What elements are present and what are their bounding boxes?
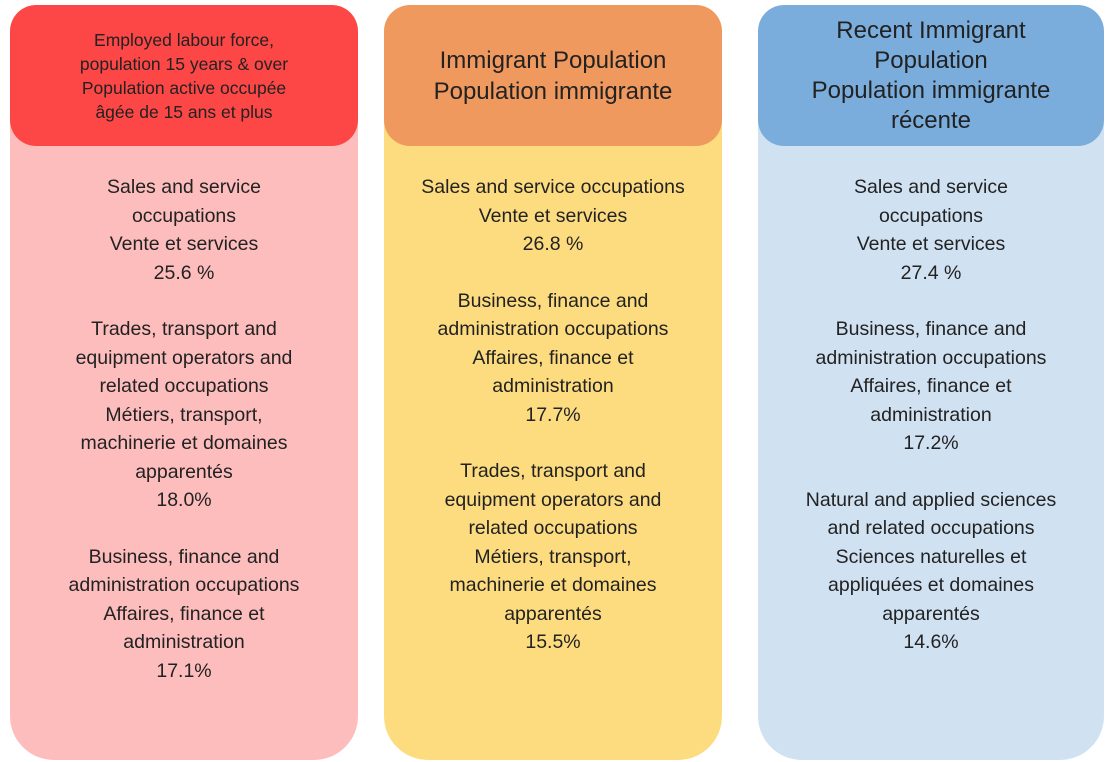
text-line: Sales and service	[854, 176, 1008, 198]
text-line: Affaires, finance et	[850, 375, 1012, 397]
occupation-item: Business, finance and administration occu…	[10, 543, 358, 686]
text-line: machinerie et domaines	[449, 574, 657, 596]
text-line: apparentés	[135, 460, 233, 483]
text-line: apparentés	[882, 602, 980, 625]
text-line: 15.5%	[525, 631, 581, 653]
occupation-item: Trades, transport and equipment operators…	[384, 457, 722, 657]
text-line: administration occupations	[68, 574, 300, 596]
text-line: Métiers, transport,	[474, 545, 632, 568]
text-line: administration occupations	[815, 346, 1047, 369]
text-line: Sales and service	[107, 176, 261, 198]
text-line: Business, finance and	[88, 545, 280, 568]
text-line: Affaires, finance et	[103, 602, 265, 625]
text-line: 17.2%	[903, 432, 959, 454]
text-line: Trades, transport and	[460, 460, 646, 482]
occupation-item: Business, finance and administration occu…	[758, 315, 1104, 458]
text-line: administration occupations	[437, 318, 669, 340]
occupation-item: Business, finance and administration occu…	[384, 287, 722, 430]
text-line: and related occupations	[827, 517, 1035, 539]
text-line: 27.4 %	[900, 261, 962, 284]
column-header: Recent Immigrant Population Population imm…	[758, 5, 1104, 146]
column-body: Sales and service occupations Vente et ser…	[10, 146, 358, 685]
text-line: Vente et services	[109, 233, 259, 255]
column: Immigrant Population Population immigrant…	[384, 5, 722, 760]
text-line: Employed labour force,	[94, 29, 274, 50]
text-line: occupations	[878, 204, 984, 227]
text-line: Sciences naturelles et	[835, 545, 1027, 568]
occupation-item: Sales and service occupations Vente et se…	[384, 173, 722, 259]
text-line: 17.7%	[525, 403, 581, 426]
text-line: equipment operators and	[75, 346, 293, 369]
text-line: administration	[492, 375, 614, 397]
column-header: Immigrant Population Population immigrant…	[384, 5, 722, 146]
text-line: Affaires, finance et	[472, 346, 634, 369]
text-line: Population immigrante	[433, 77, 673, 105]
text-line: Immigrant Population	[439, 46, 667, 74]
text-line: machinerie et domaines	[80, 432, 288, 454]
text-line: 18.0%	[156, 489, 212, 511]
occupation-item: Sales and service occupations Vente et ser…	[758, 173, 1104, 287]
column: Recent Immigrant Population Population imm…	[758, 5, 1104, 760]
text-line: appliquées et domaines	[828, 574, 1034, 596]
text-line: Vente et services	[478, 204, 628, 227]
text-line: related occupations	[99, 375, 269, 397]
text-line: Vente et services	[856, 233, 1006, 255]
column-header: Employed labour force, population 15 year…	[10, 5, 358, 146]
text-line: récente	[890, 106, 972, 134]
text-line: âgée de 15 ans et plus	[95, 101, 273, 122]
text-line: 17.1%	[156, 659, 212, 682]
text-line: population 15 years & over	[79, 53, 289, 74]
text-line: Métiers, transport,	[105, 403, 263, 426]
text-line: 26.8 %	[522, 233, 584, 255]
text-line: Business, finance and	[835, 318, 1027, 340]
occupation-item: Trades, transport and equipment operators…	[10, 315, 358, 515]
text-line: Population active occupée	[81, 77, 287, 98]
text-line: 25.6 %	[153, 261, 215, 284]
text-line: equipment operators and	[444, 488, 662, 511]
column: Employed labour force, population 15 year…	[10, 5, 358, 760]
text-line: Trades, transport and	[91, 318, 277, 340]
text-line: occupations	[131, 204, 237, 227]
text-line: Population	[874, 46, 988, 74]
text-line: Business, finance and	[457, 289, 649, 312]
text-line: Recent Immigrant	[836, 16, 1026, 44]
text-line: 14.6%	[903, 631, 959, 653]
occupation-item: Sales and service occupations Vente et ser…	[10, 173, 358, 287]
text-line: Population immigrante	[811, 76, 1051, 104]
text-line: administration	[123, 631, 245, 653]
text-line: Sales and service occupations	[421, 176, 685, 198]
occupation-item: Natural and applied sciences and related …	[758, 486, 1104, 657]
text-line: administration	[870, 403, 992, 426]
text-line: related occupations	[468, 517, 638, 539]
text-line: apparentés	[504, 602, 602, 625]
column-body: Sales and service occupations Vente et se…	[384, 146, 722, 657]
column-body: Sales and service occupations Vente et ser…	[758, 146, 1104, 657]
text-line: Natural and applied sciences	[805, 488, 1057, 511]
